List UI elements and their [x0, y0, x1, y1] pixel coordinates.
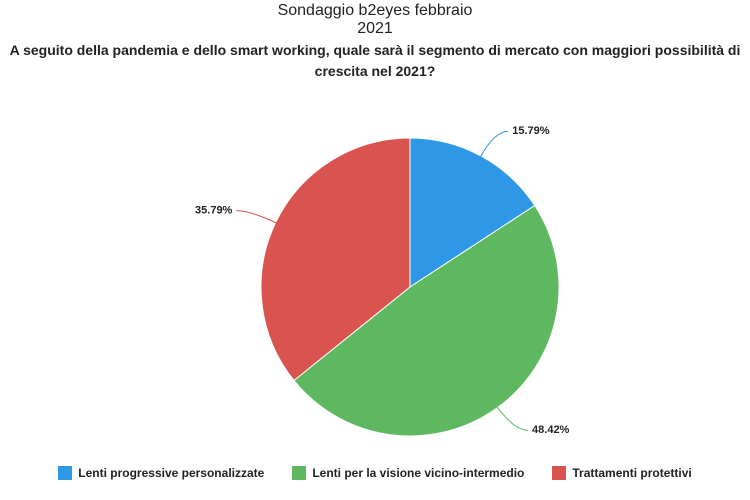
- chart-title: Sondaggio b2eyes febbraio 2021: [277, 2, 473, 37]
- legend-swatch: [58, 466, 73, 480]
- legend-swatch: [552, 466, 567, 480]
- legend-label: Lenti progressive personalizzate: [78, 466, 265, 480]
- leader-line: [236, 210, 278, 224]
- leader-line: [495, 405, 529, 431]
- legend-label: Lenti per la visione vicino-intermedio: [312, 466, 525, 480]
- leader-line: [479, 130, 509, 158]
- data-label: 35.79%: [195, 204, 233, 216]
- legend-label: Trattamenti protettivi: [572, 466, 692, 480]
- legend-swatch: [292, 466, 307, 480]
- chart-subtitle: A seguito della pandemia e dello smart w…: [9, 42, 741, 79]
- data-label: 48.42%: [532, 424, 570, 436]
- legend-item: Lenti per la visione vicino-intermedio: [292, 466, 524, 480]
- legend-item: Trattamenti protettivi: [552, 466, 692, 480]
- legend-item: Lenti progressive personalizzate: [58, 466, 264, 480]
- legend: Lenti progressive personalizzate Lenti pe…: [0, 466, 750, 480]
- data-label: 15.79%: [512, 125, 550, 137]
